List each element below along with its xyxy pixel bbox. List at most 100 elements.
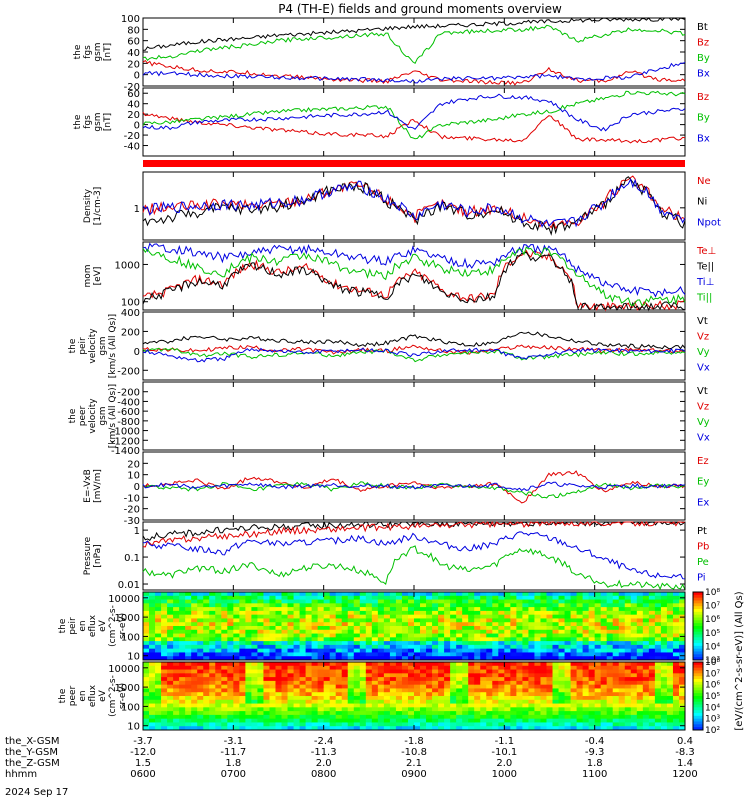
colorbar-tick-label: 10³ — [705, 656, 720, 666]
spectrogram-cell — [173, 662, 180, 667]
legend-entry: Bx — [697, 69, 710, 80]
spectrogram-cell — [564, 711, 572, 716]
spectrogram-cell — [504, 662, 511, 667]
spectrogram-cell — [534, 707, 541, 712]
spectrogram-cell — [618, 656, 626, 661]
spectrogram-cell — [353, 665, 361, 671]
colorbar-cell — [693, 637, 703, 641]
spectrogram-cell — [516, 614, 523, 619]
spectrogram-cell — [594, 610, 602, 616]
spectrogram-cell — [275, 699, 283, 705]
spectrogram-cell — [305, 726, 313, 731]
spectrogram-cell — [329, 703, 337, 708]
spectrogram-cell — [534, 662, 541, 667]
spectrogram-cell — [281, 718, 289, 723]
spectrogram-cell — [414, 718, 421, 723]
y-tick-label: 20 — [127, 59, 140, 70]
spectrogram-cell — [432, 629, 439, 635]
spectrogram-cell — [173, 599, 180, 604]
spectrogram-cell — [570, 669, 578, 674]
spectrogram-cell — [564, 673, 572, 678]
spectrogram-cell — [305, 718, 313, 723]
spectrogram-cell — [624, 607, 632, 612]
spectrogram-cell — [251, 692, 258, 697]
spectrogram-cell — [564, 644, 572, 650]
spectrogram-cell — [444, 648, 451, 653]
spectrogram-cell — [329, 607, 337, 612]
spectrogram-cell — [534, 718, 541, 723]
y-tick-label: 20 — [127, 110, 140, 121]
spectrogram-cell — [239, 599, 246, 604]
spectrogram-cell — [564, 699, 572, 705]
spectrogram-cell — [462, 680, 469, 686]
spectrogram-cell — [654, 607, 662, 612]
spectrogram-cell — [257, 673, 264, 678]
spectrogram-cell — [636, 607, 644, 612]
spectrogram-cell — [395, 696, 403, 701]
spectrogram-cell — [281, 680, 289, 686]
spectrogram-cell — [293, 680, 301, 686]
spectrogram-cell — [215, 652, 222, 657]
spectrogram-cell — [209, 633, 216, 638]
spectrogram-cell — [353, 599, 361, 604]
spectrogram-cell — [347, 677, 355, 682]
spectrogram-cell — [311, 644, 319, 650]
spectrogram-cell — [329, 677, 337, 682]
spectrogram-cell — [594, 652, 602, 657]
spectrogram-cell — [432, 673, 439, 678]
spectrogram-cell — [414, 603, 421, 608]
spectrogram-cell — [185, 622, 192, 627]
spectrogram-cell — [215, 703, 222, 708]
spectrogram-cell — [269, 603, 276, 608]
spectrogram-cell — [426, 714, 433, 720]
y-axis-label: [nT] — [103, 43, 113, 61]
spectrogram-cell — [311, 599, 319, 604]
spectrogram-cell — [492, 696, 499, 701]
spectrogram-cell — [299, 696, 307, 701]
spectrogram-cell — [167, 626, 174, 631]
spectrogram-cell — [191, 699, 198, 705]
spectrogram-cell — [618, 722, 626, 727]
spectrogram-cell — [564, 652, 572, 657]
spectrogram-cell — [395, 714, 403, 720]
spectrogram-cell — [215, 677, 222, 682]
spectrogram-cell — [474, 644, 481, 650]
spectrogram-cell — [666, 607, 674, 612]
spectrogram-cell — [383, 610, 391, 616]
spectrogram-cell — [209, 688, 216, 693]
spectrogram-cell — [654, 703, 662, 708]
spectrogram-cell — [486, 614, 493, 619]
spectrogram-cell — [203, 714, 210, 720]
spectrogram-cell — [438, 592, 445, 597]
spectrogram-cell — [203, 626, 210, 631]
spectrogram-cell — [540, 629, 547, 635]
spectrogram-cell — [389, 688, 397, 693]
spectrogram-cell — [323, 688, 331, 693]
spectrogram-cell — [672, 633, 680, 638]
spectrogram-cell — [395, 633, 403, 638]
legend-entry: Vx — [697, 433, 710, 444]
spectrogram-cell — [504, 714, 511, 720]
spectrogram-cell — [474, 641, 481, 646]
spectrogram-cell — [660, 662, 668, 667]
spectrogram-cell — [287, 652, 295, 657]
spectrogram-cell — [275, 599, 283, 604]
spectrogram-cell — [570, 703, 578, 708]
spectrogram-cell — [660, 618, 668, 623]
spectrogram-cell — [317, 652, 325, 657]
spectrogram-cell — [528, 610, 535, 616]
spectrogram-cell — [510, 726, 517, 731]
spectrogram-cell — [389, 592, 397, 597]
spectrogram-cell — [257, 656, 264, 661]
spectrogram-cell — [642, 673, 650, 678]
y-tick-label: 1000 — [115, 260, 140, 271]
spectrogram-cell — [155, 726, 162, 731]
spectrogram-cell — [546, 641, 554, 646]
spectrogram-cell — [552, 688, 560, 693]
spectrogram-cell — [173, 669, 180, 674]
spectrogram-cell — [600, 718, 608, 723]
spectrogram-cell — [233, 684, 240, 689]
spectrogram-cell — [420, 707, 427, 712]
spectrogram-cell — [191, 665, 198, 671]
spectrogram-cell — [395, 692, 403, 697]
